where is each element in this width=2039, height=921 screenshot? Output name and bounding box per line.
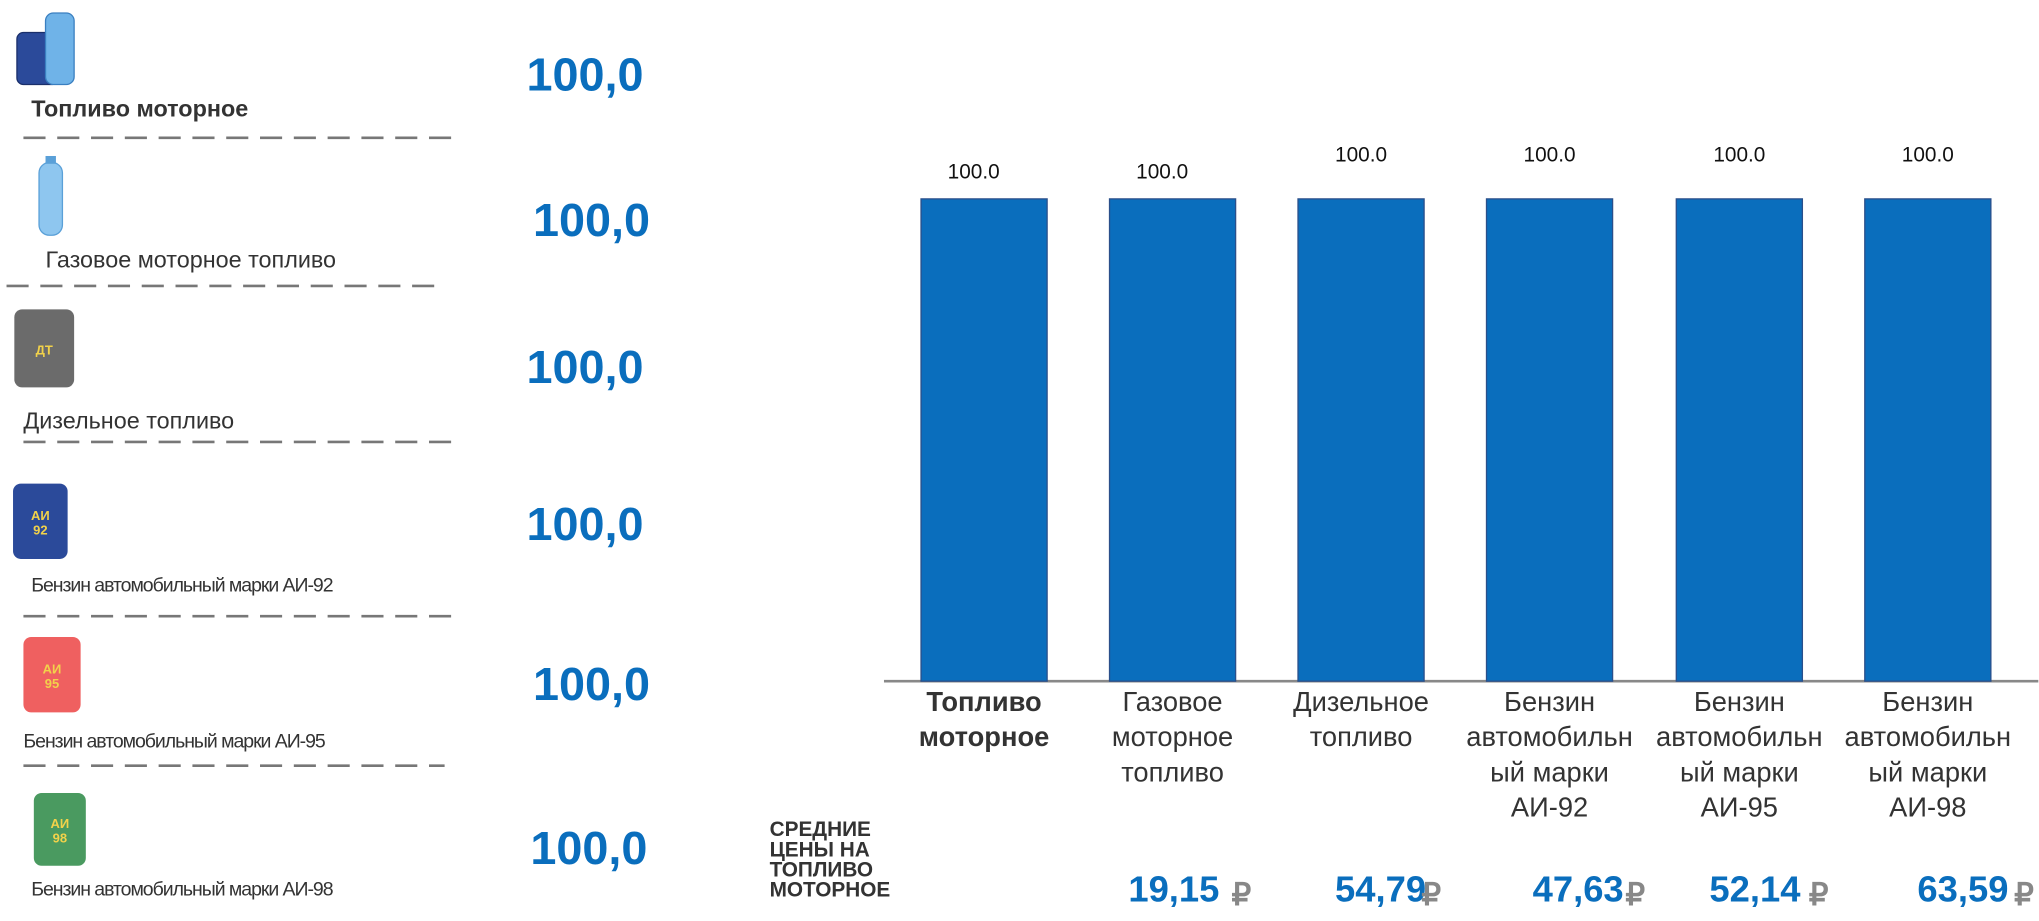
x-tick-label: Бензин автомобильный марки АИ-95 bbox=[1656, 687, 1823, 823]
icon bbox=[13, 483, 68, 559]
x-label-box: Бензин автомобильный марки АИ-98 bbox=[1844, 687, 2012, 823]
x-label-box: Топливо моторное bbox=[918, 687, 1050, 753]
icon-text: АИ bbox=[31, 508, 50, 523]
fuel-label: Бензин автомобильный марки АИ-95 bbox=[23, 730, 326, 752]
data-label: 100.0 bbox=[948, 160, 1000, 183]
x-label-box: Бензин автомобильный марки АИ-92 bbox=[1466, 687, 1633, 823]
icon-text: АИ bbox=[43, 662, 62, 677]
x-label-box: Бензин автомобильный марки АИ-95 bbox=[1656, 687, 1823, 823]
icon bbox=[23, 636, 81, 713]
x-tick-label: Топливо моторное bbox=[918, 687, 1050, 753]
icon bbox=[33, 792, 86, 866]
icon bbox=[14, 309, 75, 388]
x-label-box: Дизельное топливо bbox=[1293, 687, 1429, 753]
bar bbox=[1675, 198, 1804, 682]
fuel-label: Бензин автомобильный марки АИ-92 bbox=[31, 574, 333, 596]
bar bbox=[1485, 198, 1614, 682]
data-label: 100.0 bbox=[1902, 143, 1954, 166]
currency: ₽ bbox=[1625, 877, 1645, 912]
price: 47,63 bbox=[1533, 868, 1624, 909]
price: 52,14 bbox=[1709, 868, 1801, 909]
price: 19,15 bbox=[1128, 868, 1219, 909]
price: 63,59 bbox=[1917, 868, 2008, 909]
fuel-index: 100,0 bbox=[526, 341, 643, 393]
prices-title: ТОПЛИВО bbox=[770, 858, 873, 881]
prices-title: ЦЕНЫ НА bbox=[770, 838, 870, 861]
fuel-index: 100,0 bbox=[526, 48, 643, 100]
fuel-index: 100,0 bbox=[530, 822, 647, 874]
currency: ₽ bbox=[1421, 877, 1441, 912]
fuel-label: Топливо моторное bbox=[31, 96, 248, 122]
bar bbox=[1297, 198, 1425, 682]
icon-text: ДТ bbox=[36, 342, 53, 357]
bar bbox=[1864, 198, 1992, 682]
fuel-index: 100,0 bbox=[533, 194, 650, 246]
icon-text: 98 bbox=[53, 831, 67, 846]
price: 54,79 bbox=[1335, 868, 1426, 909]
fuel-label: Бензин автомобильный марки АИ-98 bbox=[31, 879, 333, 901]
x-tick-label: Дизельное топливо bbox=[1293, 687, 1429, 753]
icons bbox=[13, 12, 86, 866]
currency: ₽ bbox=[1809, 877, 1829, 912]
currency: ₽ bbox=[2014, 877, 2034, 912]
x-tick-label: Газовое моторное топливо bbox=[1111, 687, 1234, 788]
fuel-index: 100,0 bbox=[533, 658, 650, 710]
x-tick-label: Бензин автомобильный марки АИ-92 bbox=[1466, 687, 1633, 823]
icon-text: 92 bbox=[33, 522, 47, 537]
data-label: 100.0 bbox=[1524, 143, 1576, 166]
icon-text: АИ bbox=[50, 816, 69, 831]
fuel-index: 100,0 bbox=[526, 498, 643, 550]
icon bbox=[38, 161, 64, 236]
data-label: 100.0 bbox=[1136, 160, 1188, 183]
prices-title: МОТОРНОЕ bbox=[770, 879, 891, 902]
bar bbox=[920, 198, 1048, 682]
icon bbox=[45, 155, 56, 164]
icon bbox=[44, 12, 75, 86]
data-label: 100.0 bbox=[1335, 143, 1387, 166]
icon-text: 95 bbox=[45, 676, 59, 691]
fuel-label: Дизельное топливо bbox=[23, 408, 234, 434]
prices-title: СРЕДНИЕ bbox=[770, 818, 871, 841]
x-tick-label: Бензин автомобильный марки АИ-98 bbox=[1844, 687, 2012, 823]
fuel-label: Газовое моторное топливо bbox=[46, 246, 337, 272]
bar bbox=[1108, 198, 1237, 682]
currency: ₽ bbox=[1232, 877, 1252, 912]
x-label-box: Газовое моторное топливо bbox=[1111, 687, 1234, 788]
data-label: 100.0 bbox=[1713, 143, 1765, 166]
